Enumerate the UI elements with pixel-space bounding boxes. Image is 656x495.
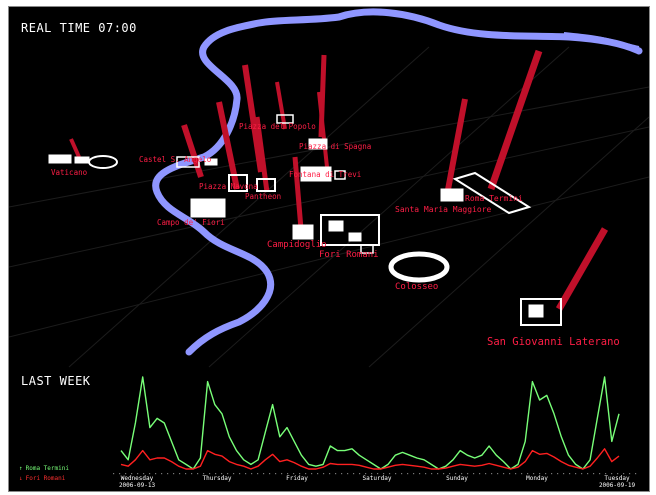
landmark-label: Fontana di Trevi: [289, 170, 361, 179]
day-label: Monday: [497, 475, 577, 482]
day-name: Thursday: [202, 475, 232, 482]
square-icon-campo: [190, 198, 226, 218]
arrow-down-icon: ↓: [19, 475, 23, 482]
tiber-river-tributary: [563, 32, 640, 48]
landmark-label: Piazza Navona: [199, 182, 258, 191]
legend-label: Fori Romani: [25, 475, 66, 482]
landmark-label: Pantheon: [245, 192, 281, 201]
landmark-label: Piazza del Popolo: [239, 122, 316, 131]
landmark-label: Fori Romani: [319, 250, 379, 260]
pillar-castel-sant-angelo: [181, 124, 204, 178]
landmark-label: Santa Maria Maggiore: [395, 205, 492, 214]
day-name: Monday: [526, 475, 548, 482]
legend-label: Roma Termini: [25, 465, 69, 472]
last-week-heading: LAST WEEK: [21, 374, 91, 388]
fountain-icon: [300, 166, 346, 182]
square-icon-spagna: [308, 138, 328, 150]
colosseum-icon: [388, 251, 450, 283]
vatican-icon: [48, 154, 118, 169]
forum-icon: [320, 214, 380, 254]
landmark-buildings: [48, 114, 562, 326]
landmark-label: Castel S. Angelo: [139, 155, 212, 164]
tiber-river: [152, 8, 643, 356]
landmark-label: Colosseo: [395, 282, 438, 292]
square-icon-navona: [228, 174, 248, 192]
hill-icon: [292, 224, 314, 240]
day-label: Wednesday 2006-09-13: [97, 475, 177, 489]
landmark-label: Piazza di Spagna: [299, 142, 371, 151]
day-date: 2006-09-19: [598, 482, 636, 489]
castle-icon: [176, 156, 218, 168]
perspective-grid: [9, 46, 649, 368]
day-label: Sunday: [417, 475, 497, 482]
landmark-label: Campo de' Fiori: [157, 218, 225, 227]
station-icon: [452, 171, 532, 215]
landmark-labels: Vaticano Castel S. Angelo Piazza del Pop…: [51, 122, 620, 348]
pillar-trevi: [317, 91, 329, 168]
day-name: Sunday: [446, 475, 468, 482]
landmark-label: Roma Termini: [465, 194, 523, 203]
day-label: Thursday: [177, 475, 257, 482]
landmark-label: Campidoglio: [267, 240, 327, 250]
pillar-popolo-2: [275, 81, 287, 130]
day-label: Friday: [257, 475, 337, 482]
legend-item-roma-termini: ↑ Roma Termini: [19, 465, 69, 472]
pillar-termini: [487, 49, 543, 191]
landmark-label: San Giovanni Laterano: [487, 336, 620, 348]
pillar-piazza-del-popolo: [242, 64, 264, 173]
legend-item-fori-romani: ↓ Fori Romani: [19, 475, 65, 482]
square-icon-popolo: [276, 114, 294, 124]
arrow-up-icon: ↑: [19, 465, 23, 472]
realtime-map-view[interactable]: Vaticano Castel S. Angelo Piazza del Pop…: [8, 6, 650, 492]
temple-icon: [256, 178, 276, 192]
landmark-label: Vaticano: [51, 168, 88, 177]
day-name: Friday: [286, 475, 308, 482]
day-name: Saturday: [362, 475, 392, 482]
day-label: Tuesday 2006-09-19: [577, 475, 649, 489]
day-date: 2006-09-13: [118, 482, 156, 489]
church-icon-laterano: [520, 298, 562, 326]
pillar-campidoglio: [292, 156, 304, 230]
day-name: Wednesday: [120, 475, 154, 482]
pillar-santa-maria-maggiore: [444, 98, 468, 196]
pillar-vaticano: [69, 138, 81, 158]
rome-3d-map[interactable]: Vaticano Castel S. Angelo Piazza del Pop…: [9, 7, 649, 491]
realtime-clock: REAL TIME 07:00: [21, 21, 137, 35]
day-label: Saturday: [337, 475, 417, 482]
day-name: Tuesday: [604, 475, 630, 482]
pillar-san-giovanni: [555, 227, 609, 311]
church-icon-smm: [440, 188, 464, 202]
